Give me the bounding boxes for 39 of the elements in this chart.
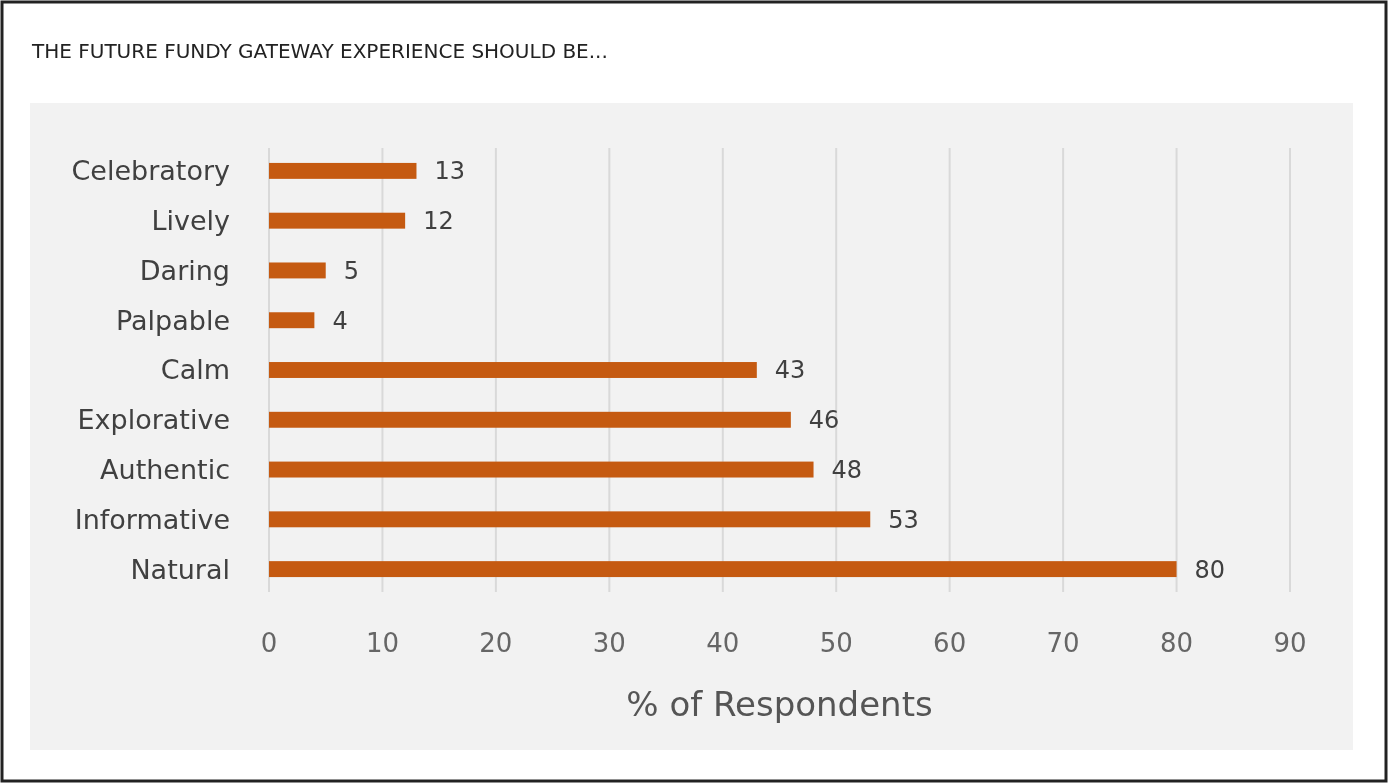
y-tick-label: Lively: [151, 205, 231, 237]
chart-title: THE FUTURE FUNDY GATEWAY EXPERIENCE SHOULD BE...: [31, 39, 608, 63]
x-tick-label: 0: [260, 628, 278, 658]
x-tick-label: 20: [479, 628, 513, 658]
data-label: 53: [888, 505, 919, 534]
x-tick-label: 40: [706, 628, 740, 658]
y-tick-label: Calm: [160, 354, 230, 386]
y-tick-label: Informative: [74, 503, 230, 535]
data-label: 5: [343, 256, 359, 285]
x-tick-label: 50: [819, 628, 853, 658]
bar: [269, 411, 791, 428]
bar: [269, 212, 406, 229]
data-label: 48: [831, 455, 863, 484]
bar: [269, 511, 871, 528]
x-tick-label: 30: [592, 628, 626, 658]
bar: [269, 262, 326, 279]
y-tick-label: Explorative: [77, 404, 230, 436]
x-tick-label: 60: [933, 628, 967, 658]
bar: [269, 312, 315, 329]
x-axis-title: % of Respondents: [626, 684, 933, 724]
bar: [269, 162, 417, 179]
y-tick-label: Celebratory: [71, 155, 231, 187]
x-tick-label: 10: [365, 628, 399, 658]
data-label: 46: [808, 406, 840, 435]
data-label: 12: [423, 207, 454, 236]
data-label: 80: [1194, 555, 1226, 584]
x-tick-label: 80: [1160, 628, 1194, 658]
data-label: 43: [774, 356, 806, 385]
data-label: 13: [434, 157, 466, 186]
data-label: 4: [332, 306, 348, 335]
y-tick-label: Natural: [130, 553, 230, 585]
x-tick-label: 70: [1046, 628, 1080, 658]
bar: [269, 561, 1177, 578]
x-tick-label: 90: [1273, 628, 1307, 658]
y-tick-label: Palpable: [115, 304, 230, 336]
bar: [269, 461, 814, 478]
y-tick-label: Daring: [139, 254, 230, 286]
bar: [269, 362, 757, 378]
y-tick-label: Authentic: [100, 454, 230, 485]
